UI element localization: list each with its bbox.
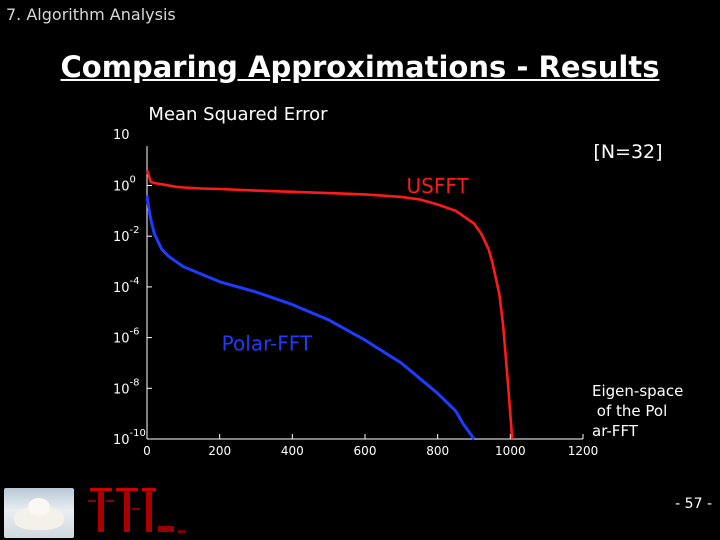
page-number: - 57 - bbox=[675, 496, 712, 512]
x-tick-label: 1000 bbox=[495, 444, 526, 458]
sample-size-label: [N=32] bbox=[593, 141, 662, 163]
annotation-label: Polar-FFT bbox=[222, 331, 313, 355]
chart-title: Mean Squared Error bbox=[148, 104, 328, 125]
y-top-label: 10 bbox=[113, 128, 130, 143]
y-tick-label: 10-6 bbox=[113, 327, 140, 347]
series-line-polar-fft bbox=[145, 195, 476, 440]
bear-head-shape bbox=[28, 498, 50, 516]
annotation-label: USFFT bbox=[407, 174, 470, 198]
annotation-label: Eigen-space of the Pol ar-FFT bbox=[592, 382, 683, 440]
mse-chart: Mean Squared Error [N=32] 10 100 10-2 10-4 10-… bbox=[113, 104, 683, 458]
x-tick-label: 1200 bbox=[568, 444, 599, 458]
y-tick-label: 10-4 bbox=[113, 276, 140, 296]
section-label: 7. Algorithm Analysis bbox=[6, 5, 176, 24]
y-tick-label: 100 bbox=[113, 175, 136, 195]
y-tick-label: 10-2 bbox=[113, 225, 140, 245]
x-tick-label: 800 bbox=[426, 444, 449, 458]
x-tick-label: 400 bbox=[281, 444, 304, 458]
series-line-usfft bbox=[145, 169, 514, 440]
x-tick-label: 200 bbox=[208, 444, 231, 458]
institution-logo bbox=[88, 488, 186, 533]
x-tick-label: 0 bbox=[143, 444, 151, 458]
y-tick-label: 10-8 bbox=[113, 377, 140, 397]
slide-title: Comparing Approximations - Results bbox=[60, 50, 660, 84]
y-tick-label: 10-10 bbox=[113, 428, 146, 448]
x-tick-label: 600 bbox=[354, 444, 377, 458]
polar-bear-photo bbox=[4, 488, 74, 538]
